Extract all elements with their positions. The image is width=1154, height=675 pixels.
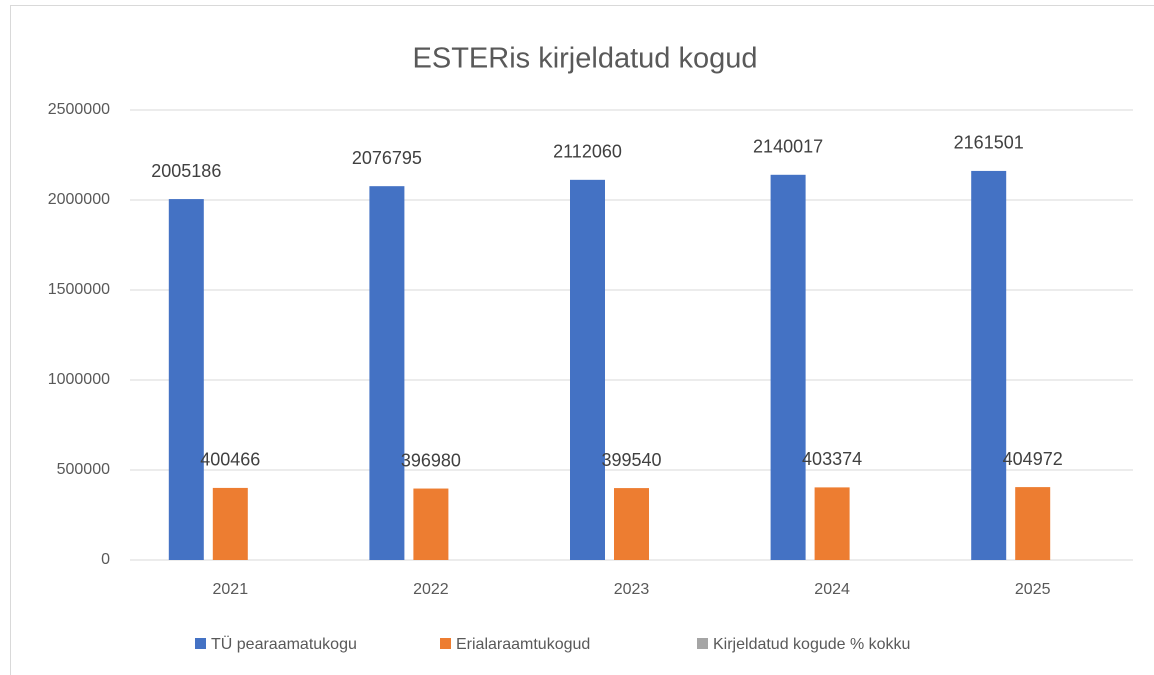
- x-tick-label: 2023: [614, 581, 650, 598]
- legend-swatch: [697, 638, 708, 649]
- data-label: 2076795: [352, 148, 422, 168]
- bar: [413, 488, 449, 560]
- legend-swatch: [440, 638, 451, 649]
- y-tick-label: 500000: [57, 461, 110, 478]
- bar: [770, 174, 806, 560]
- bar: [614, 488, 649, 560]
- data-label: 404972: [1003, 449, 1063, 469]
- chart-title: ESTERis kirjeldatud kogud: [413, 43, 758, 75]
- data-label: 396980: [401, 450, 461, 470]
- data-label: 2005186: [151, 161, 221, 181]
- legend-label: Erialaraamtukogud: [456, 636, 590, 653]
- x-tick-label: 2025: [1015, 581, 1051, 598]
- y-tick-label: 2000000: [48, 191, 110, 208]
- bar: [369, 186, 405, 561]
- bar: [1015, 487, 1051, 560]
- y-tick-label: 0: [101, 551, 110, 568]
- data-label: 403374: [802, 449, 862, 469]
- y-tick-label: 1500000: [48, 281, 110, 298]
- x-tick-label: 2021: [213, 581, 249, 598]
- y-tick-label: 2500000: [48, 101, 110, 118]
- y-tick-label: 1000000: [48, 371, 110, 388]
- bar: [570, 179, 605, 560]
- legend-swatch: [195, 638, 206, 649]
- x-tick-label: 2024: [814, 581, 850, 598]
- legend-label: Kirjeldatud kogude % kokku: [713, 636, 910, 653]
- bar: [814, 487, 850, 560]
- bar: [168, 199, 204, 560]
- x-tick-label: 2022: [413, 581, 449, 598]
- bar: [971, 170, 1007, 561]
- data-label: 2112060: [553, 142, 622, 162]
- data-label: 399540: [601, 450, 661, 470]
- bar: [212, 487, 248, 560]
- data-label: 400466: [200, 450, 260, 470]
- data-label: 2140017: [753, 137, 823, 157]
- legend-label: TÜ pearaamatukogu: [211, 635, 357, 653]
- data-label: 2161501: [954, 133, 1024, 153]
